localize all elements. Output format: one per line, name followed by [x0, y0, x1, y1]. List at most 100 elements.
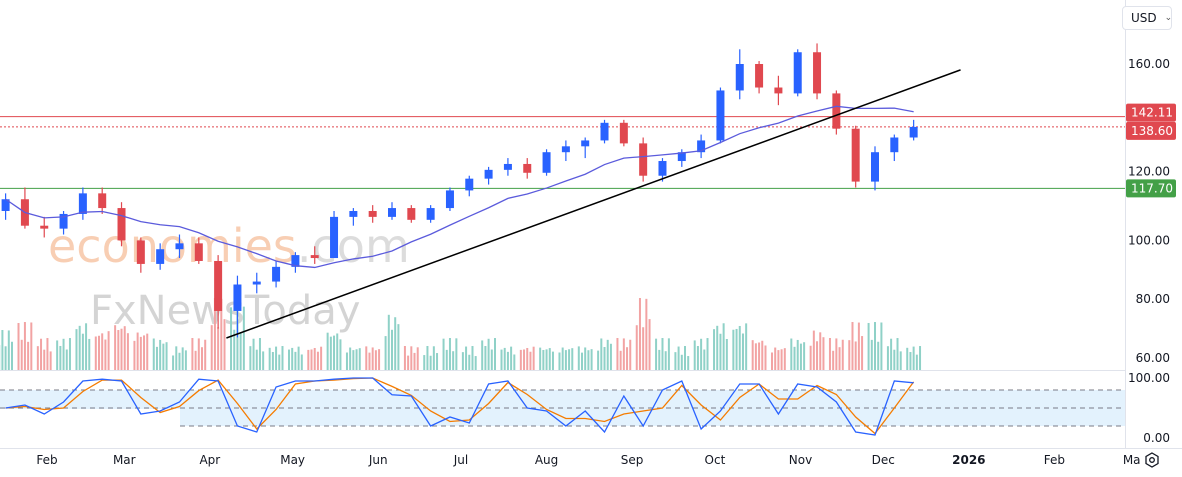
volume-bar	[577, 346, 580, 370]
candle-body	[755, 64, 764, 88]
trendline	[226, 69, 961, 339]
volume-bar	[278, 354, 281, 370]
watermark-logo: economies.com FxNewsToday	[48, 219, 410, 334]
candle-body	[697, 140, 706, 153]
volume-bar	[568, 349, 571, 370]
volume-bar	[175, 346, 178, 370]
candle-body	[581, 140, 590, 147]
volume-bar	[890, 338, 893, 370]
volume-bar	[252, 338, 255, 370]
volume-bar	[271, 351, 274, 370]
volume-bar	[432, 346, 435, 370]
volume-bar	[394, 317, 397, 370]
volume-bar	[870, 339, 873, 370]
price-tag-138.60	[1126, 121, 1176, 140]
volume-bar	[258, 338, 261, 370]
volume-bar	[764, 345, 767, 370]
volume-bar	[126, 333, 129, 370]
volume-bar	[20, 339, 23, 370]
volume-bar	[532, 346, 535, 370]
candle-body	[136, 240, 145, 264]
volume-bar	[619, 350, 622, 370]
volume-bar	[909, 352, 912, 370]
candle-body	[330, 216, 339, 259]
volume-bar	[783, 348, 786, 370]
volume-bar	[374, 350, 377, 370]
volume-bar	[799, 343, 802, 370]
time-axis-tick: Nov	[789, 453, 812, 467]
volume-bar	[854, 341, 857, 370]
volume-bar	[320, 346, 323, 370]
volume-bar	[326, 332, 329, 370]
volume-bar	[88, 338, 91, 370]
volume-bar	[471, 346, 474, 370]
volume-bar	[529, 351, 532, 370]
volume-bar	[687, 356, 690, 370]
volume-bar	[658, 349, 661, 370]
volume-bar	[828, 338, 831, 370]
volume-bar	[426, 346, 429, 370]
volume-bar	[429, 355, 432, 370]
volume-bar	[590, 349, 593, 370]
volume-bar	[523, 349, 526, 370]
candle-body	[909, 126, 918, 138]
candle-body	[851, 128, 860, 182]
volume-bar	[645, 298, 648, 370]
volume-bar	[677, 346, 680, 370]
volume-bar	[307, 349, 310, 370]
volume-bar	[114, 325, 117, 370]
volume-bar	[403, 346, 406, 370]
volume-bar	[191, 338, 194, 370]
volume-bar	[857, 322, 860, 370]
volume-bar	[848, 340, 851, 370]
volume-bar	[413, 352, 416, 370]
volume-bar	[793, 346, 796, 370]
volume-bar	[706, 338, 709, 370]
volume-bar	[197, 338, 200, 370]
candle-body	[523, 163, 532, 173]
candle-body	[716, 90, 725, 141]
currency-selector[interactable]: USD ⌄	[1122, 6, 1172, 30]
volume-bar	[886, 346, 889, 370]
volume-bar	[27, 341, 30, 370]
volume-bar	[310, 349, 313, 370]
volume-bar	[294, 351, 297, 370]
price-tag-label: 138.60	[1131, 124, 1173, 138]
volume-bar	[1, 330, 4, 370]
candle-body	[426, 208, 435, 220]
volume-bar	[120, 328, 123, 370]
volume-bar	[803, 342, 806, 370]
volume-bar	[796, 339, 799, 370]
volume-bar	[81, 333, 84, 370]
volume-bar	[713, 329, 716, 370]
volume-bar	[494, 338, 496, 370]
volume-bar	[655, 338, 658, 370]
volume-bar	[809, 345, 812, 370]
candle-body	[503, 163, 512, 170]
volume-bar	[387, 314, 390, 370]
volume-bar	[213, 298, 216, 370]
volume-bar	[684, 346, 686, 370]
volume-bar	[7, 330, 10, 370]
time-axis-tick: Feb	[1044, 453, 1065, 467]
volume-bar	[204, 339, 207, 370]
volume-bar	[484, 346, 487, 370]
volume-bar	[732, 329, 735, 370]
volume-bar	[816, 341, 819, 370]
candle-body	[310, 255, 319, 259]
volume-bar	[181, 347, 184, 370]
volume-bar	[165, 342, 168, 370]
volume-bar	[184, 350, 187, 370]
gear-icon[interactable]	[1143, 451, 1161, 469]
volume-bar	[635, 325, 638, 370]
volume-bar	[17, 323, 20, 370]
volume-bar	[771, 352, 773, 370]
volume-bar	[56, 340, 59, 370]
candle-body	[407, 208, 416, 220]
candle-body	[774, 87, 783, 94]
volume-bar	[11, 341, 13, 370]
volume-bar	[638, 298, 641, 370]
volume-bar	[300, 354, 303, 370]
volume-bar	[101, 333, 104, 370]
